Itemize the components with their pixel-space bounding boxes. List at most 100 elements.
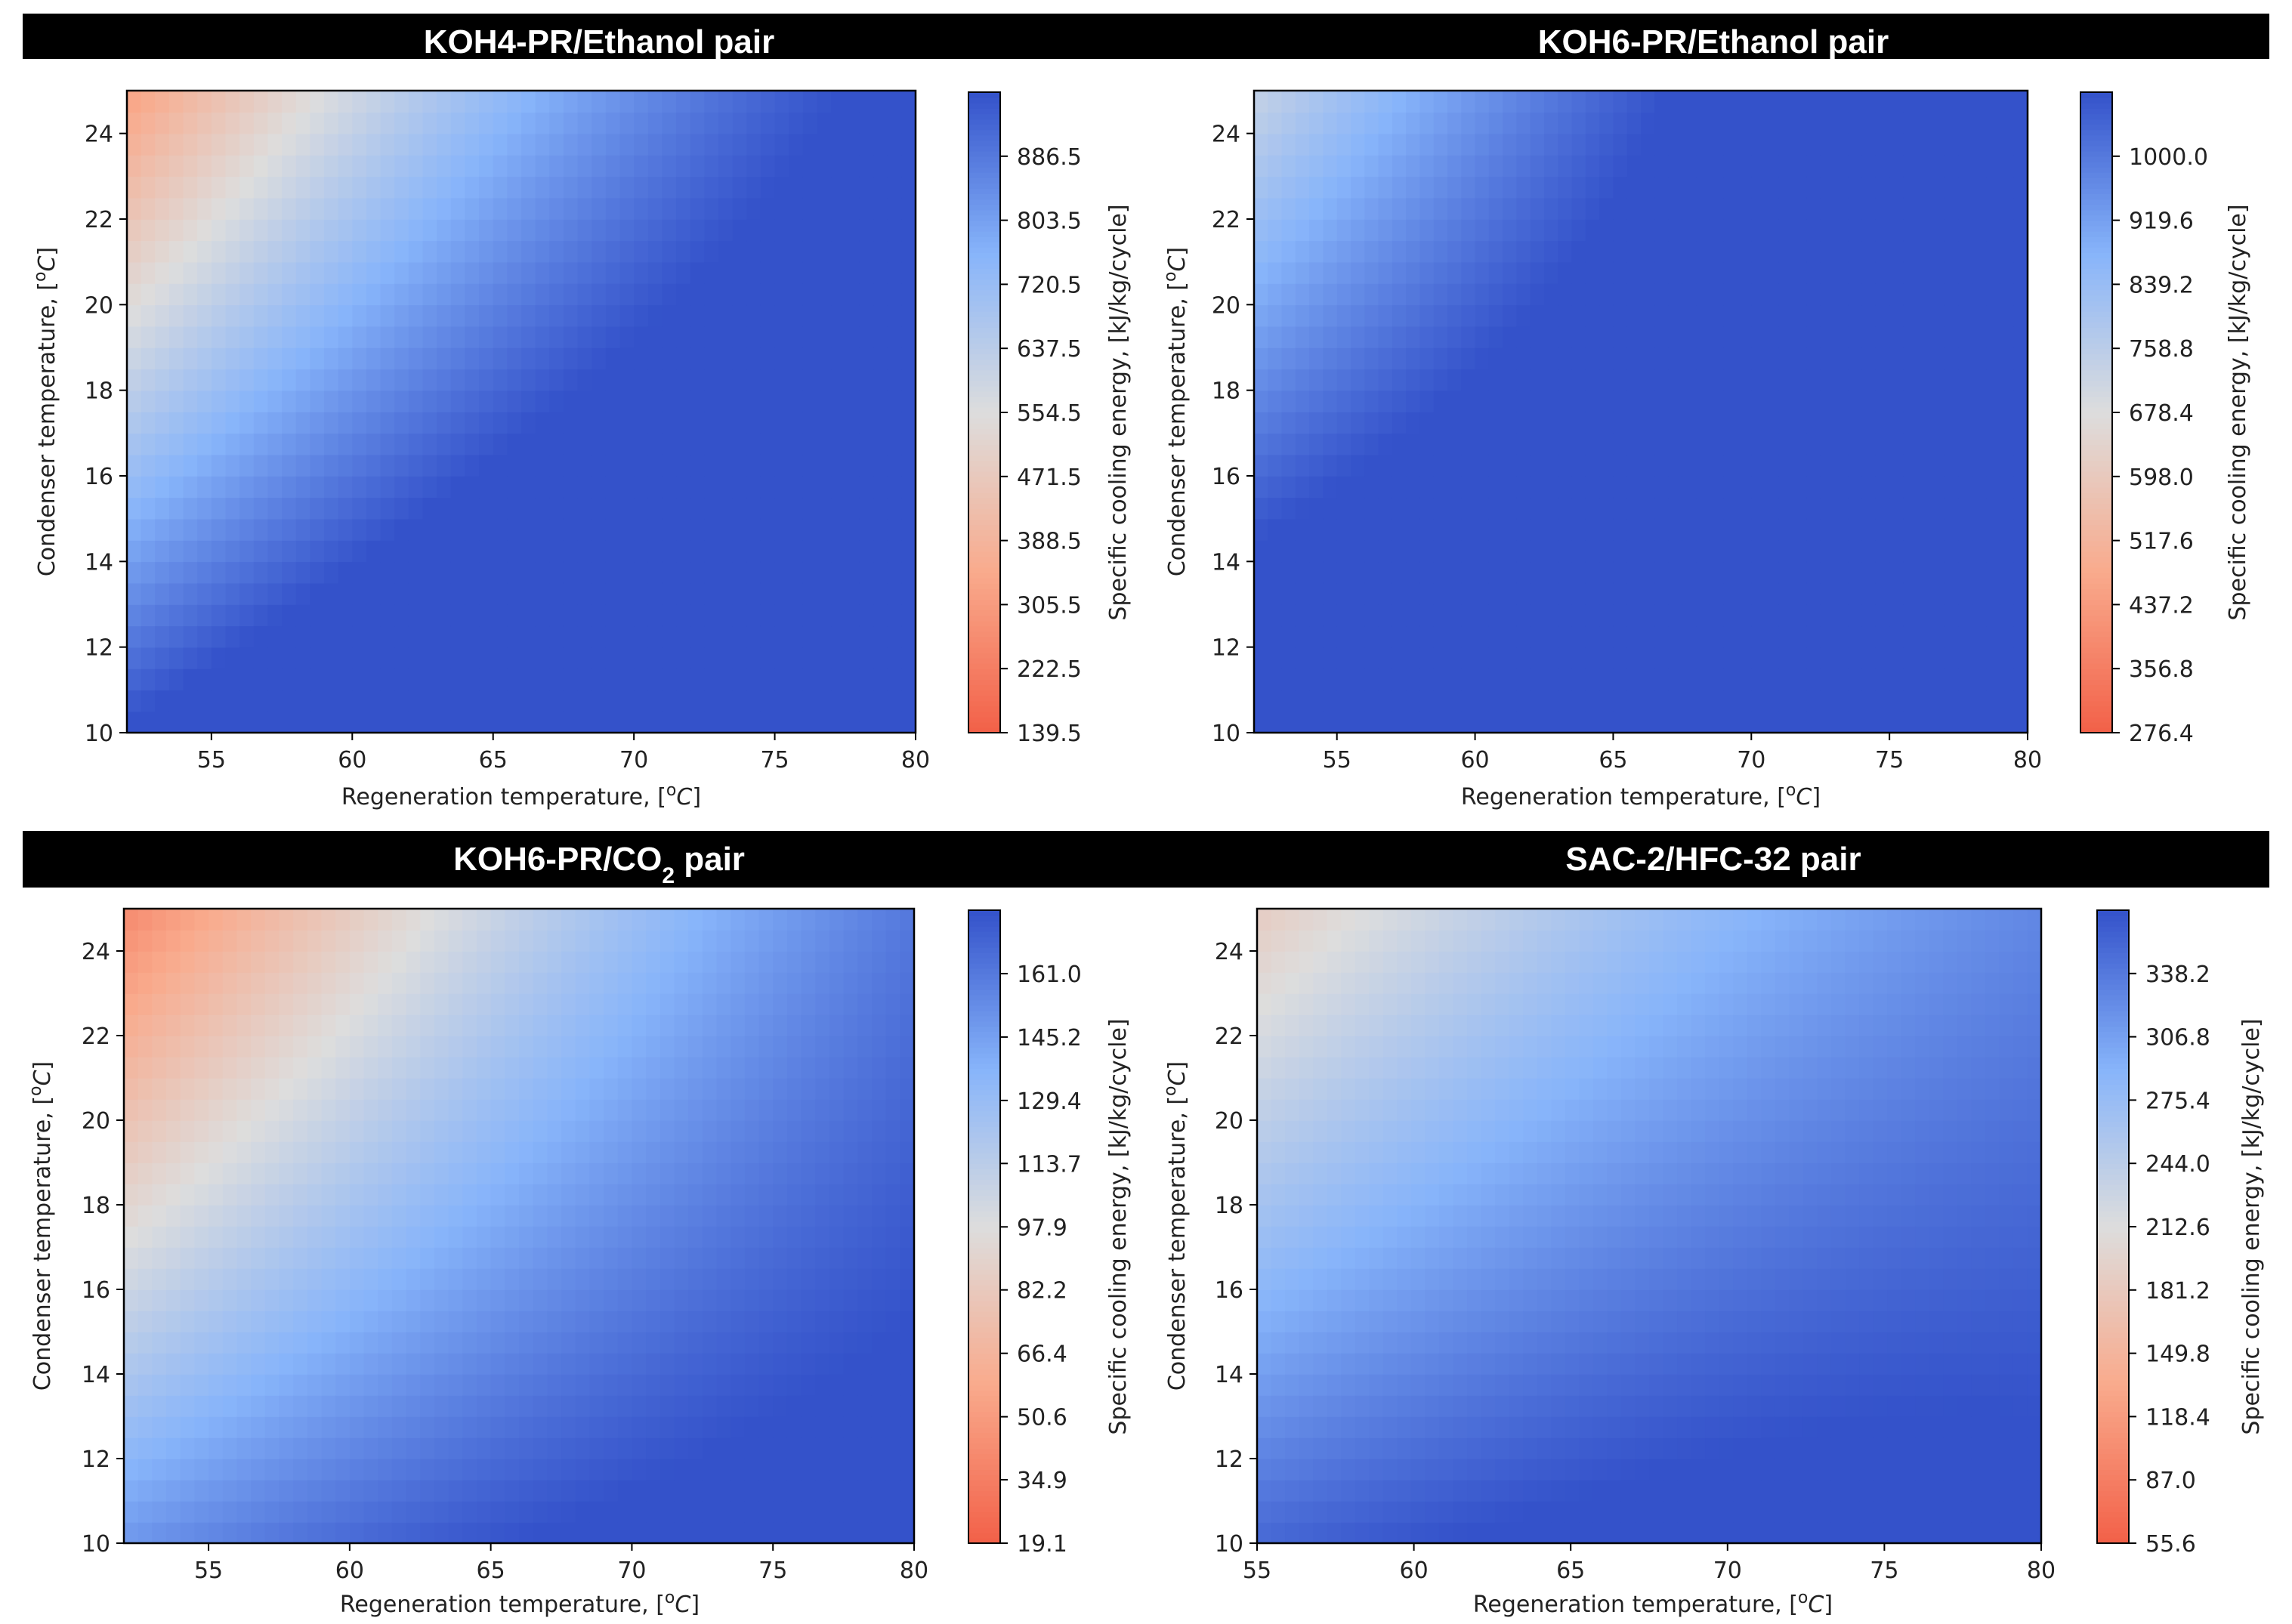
heatmap-cell: [1738, 369, 1753, 391]
heatmap-cell: [1378, 112, 1393, 134]
heatmap-cell: [264, 1014, 280, 1036]
heatmap-cell: [490, 909, 506, 931]
heatmap-cell: [507, 176, 522, 199]
heatmap-cell: [1917, 133, 1932, 156]
heatmap-cell: [251, 1162, 266, 1184]
heatmap-cell: [575, 972, 591, 994]
heatmap-cell: [1461, 497, 1476, 520]
heatmap-cell: [197, 112, 212, 134]
heatmap-cell: [690, 390, 706, 412]
heatmap-cell: [437, 497, 452, 520]
heatmap-cell: [1419, 112, 1435, 134]
heatmap-cell: [1516, 369, 1531, 391]
heatmap-cell: [1723, 561, 1738, 584]
heatmap-cell: [2000, 625, 2015, 648]
heatmap-cell: [549, 711, 564, 733]
heatmap-cell: [505, 1522, 520, 1544]
heatmap-cell: [378, 909, 393, 931]
heatmap-cell: [1585, 197, 1600, 220]
heatmap-cell: [774, 112, 790, 134]
heatmap-cell: [547, 1268, 562, 1290]
heatmap-cell: [1447, 390, 1463, 412]
heatmap-cell: [1488, 283, 1503, 306]
heatmap-cell: [702, 1416, 718, 1438]
heatmap-cell: [211, 155, 227, 178]
heatmap-cell: [225, 390, 240, 412]
heatmap-cell: [493, 390, 508, 412]
heatmap-cell: [1751, 433, 1766, 455]
heatmap-cell: [137, 1078, 153, 1100]
heatmap-cell: [592, 561, 607, 584]
heatmap-cell: [1751, 711, 1766, 733]
colorbar-segment: [2080, 412, 2112, 418]
heatmap-cell: [873, 582, 888, 605]
heatmap-cell: [279, 1311, 294, 1332]
heatmap-cell: [408, 369, 424, 391]
heatmap-cell: [391, 1289, 407, 1311]
heatmap-cell: [222, 972, 238, 994]
heatmap-cell: [437, 476, 452, 499]
heatmap-cell: [1419, 454, 1435, 477]
heatmap-cell: [1406, 454, 1421, 477]
heatmap-cell: [859, 390, 874, 412]
colorbar-segment: [968, 695, 1000, 702]
heatmap-cell: [479, 625, 494, 648]
heatmap-cell: [211, 625, 227, 648]
heatmap-cell: [194, 1057, 209, 1079]
heatmap-cell: [1626, 647, 1642, 669]
heatmap-cell: [1861, 197, 1877, 220]
colorbar-segment: [968, 668, 1000, 675]
heatmap-cell: [211, 133, 227, 156]
heatmap-cell: [662, 283, 677, 306]
heatmap-cell: [1738, 261, 1753, 284]
heatmap-cell: [197, 454, 212, 477]
heatmap-cell: [1323, 283, 1338, 306]
heatmap-cell: [152, 1353, 167, 1375]
colorbar-segment: [968, 519, 1000, 526]
heatmap-cell: [408, 412, 424, 434]
x-tick-label: 60: [1460, 747, 1489, 773]
heatmap-cell: [1834, 390, 1849, 412]
heatmap-cell: [180, 1480, 196, 1502]
heatmap-cell: [1392, 625, 1407, 648]
heatmap-cell: [1778, 261, 1793, 284]
heatmap-cell: [563, 690, 579, 712]
heatmap-cell: [394, 283, 409, 306]
heatmap-cell: [310, 540, 325, 563]
heatmap-cell: [1323, 582, 1338, 605]
heatmap-cell: [1419, 476, 1435, 499]
heatmap-cell: [1254, 454, 1269, 477]
heatmap-cell: [490, 1437, 506, 1459]
heatmap-cell: [845, 176, 860, 199]
heatmap-cell: [279, 1268, 294, 1290]
heatmap-cell: [1406, 176, 1421, 199]
y-tick-label: 24: [1212, 122, 1240, 148]
heatmap-cell: [465, 604, 480, 627]
heatmap-cell: [1558, 197, 1573, 220]
heatmap-cell: [180, 1162, 196, 1184]
colorbar-segment: [2080, 134, 2112, 141]
heatmap-cell: [1544, 497, 1559, 520]
heatmap-cell: [676, 133, 691, 156]
heatmap-cell: [563, 497, 579, 520]
heatmap-cell: [1641, 219, 1656, 242]
colorbar-segment: [2080, 663, 2112, 669]
heatmap-cell: [1696, 412, 1711, 434]
heatmap-cell: [295, 540, 311, 563]
heatmap-cell: [310, 347, 325, 370]
heatmap-cell: [282, 240, 297, 263]
heatmap-cell: [1585, 261, 1600, 284]
heatmap-cell: [124, 1099, 139, 1121]
heatmap-cell: [279, 951, 294, 973]
colorbar-segment: [968, 423, 1000, 429]
heatmap-cell: [831, 261, 846, 284]
heatmap-cell: [209, 1459, 224, 1480]
heatmap-cell: [1793, 133, 1808, 156]
heatmap-cell: [690, 625, 706, 648]
heatmap-cell: [605, 647, 621, 669]
heatmap-cell: [1364, 454, 1379, 477]
heatmap-cell: [1613, 604, 1628, 627]
heatmap-cell: [236, 1416, 252, 1438]
heatmap-cell: [1778, 476, 1793, 499]
heatmap-cell: [1972, 604, 1987, 627]
